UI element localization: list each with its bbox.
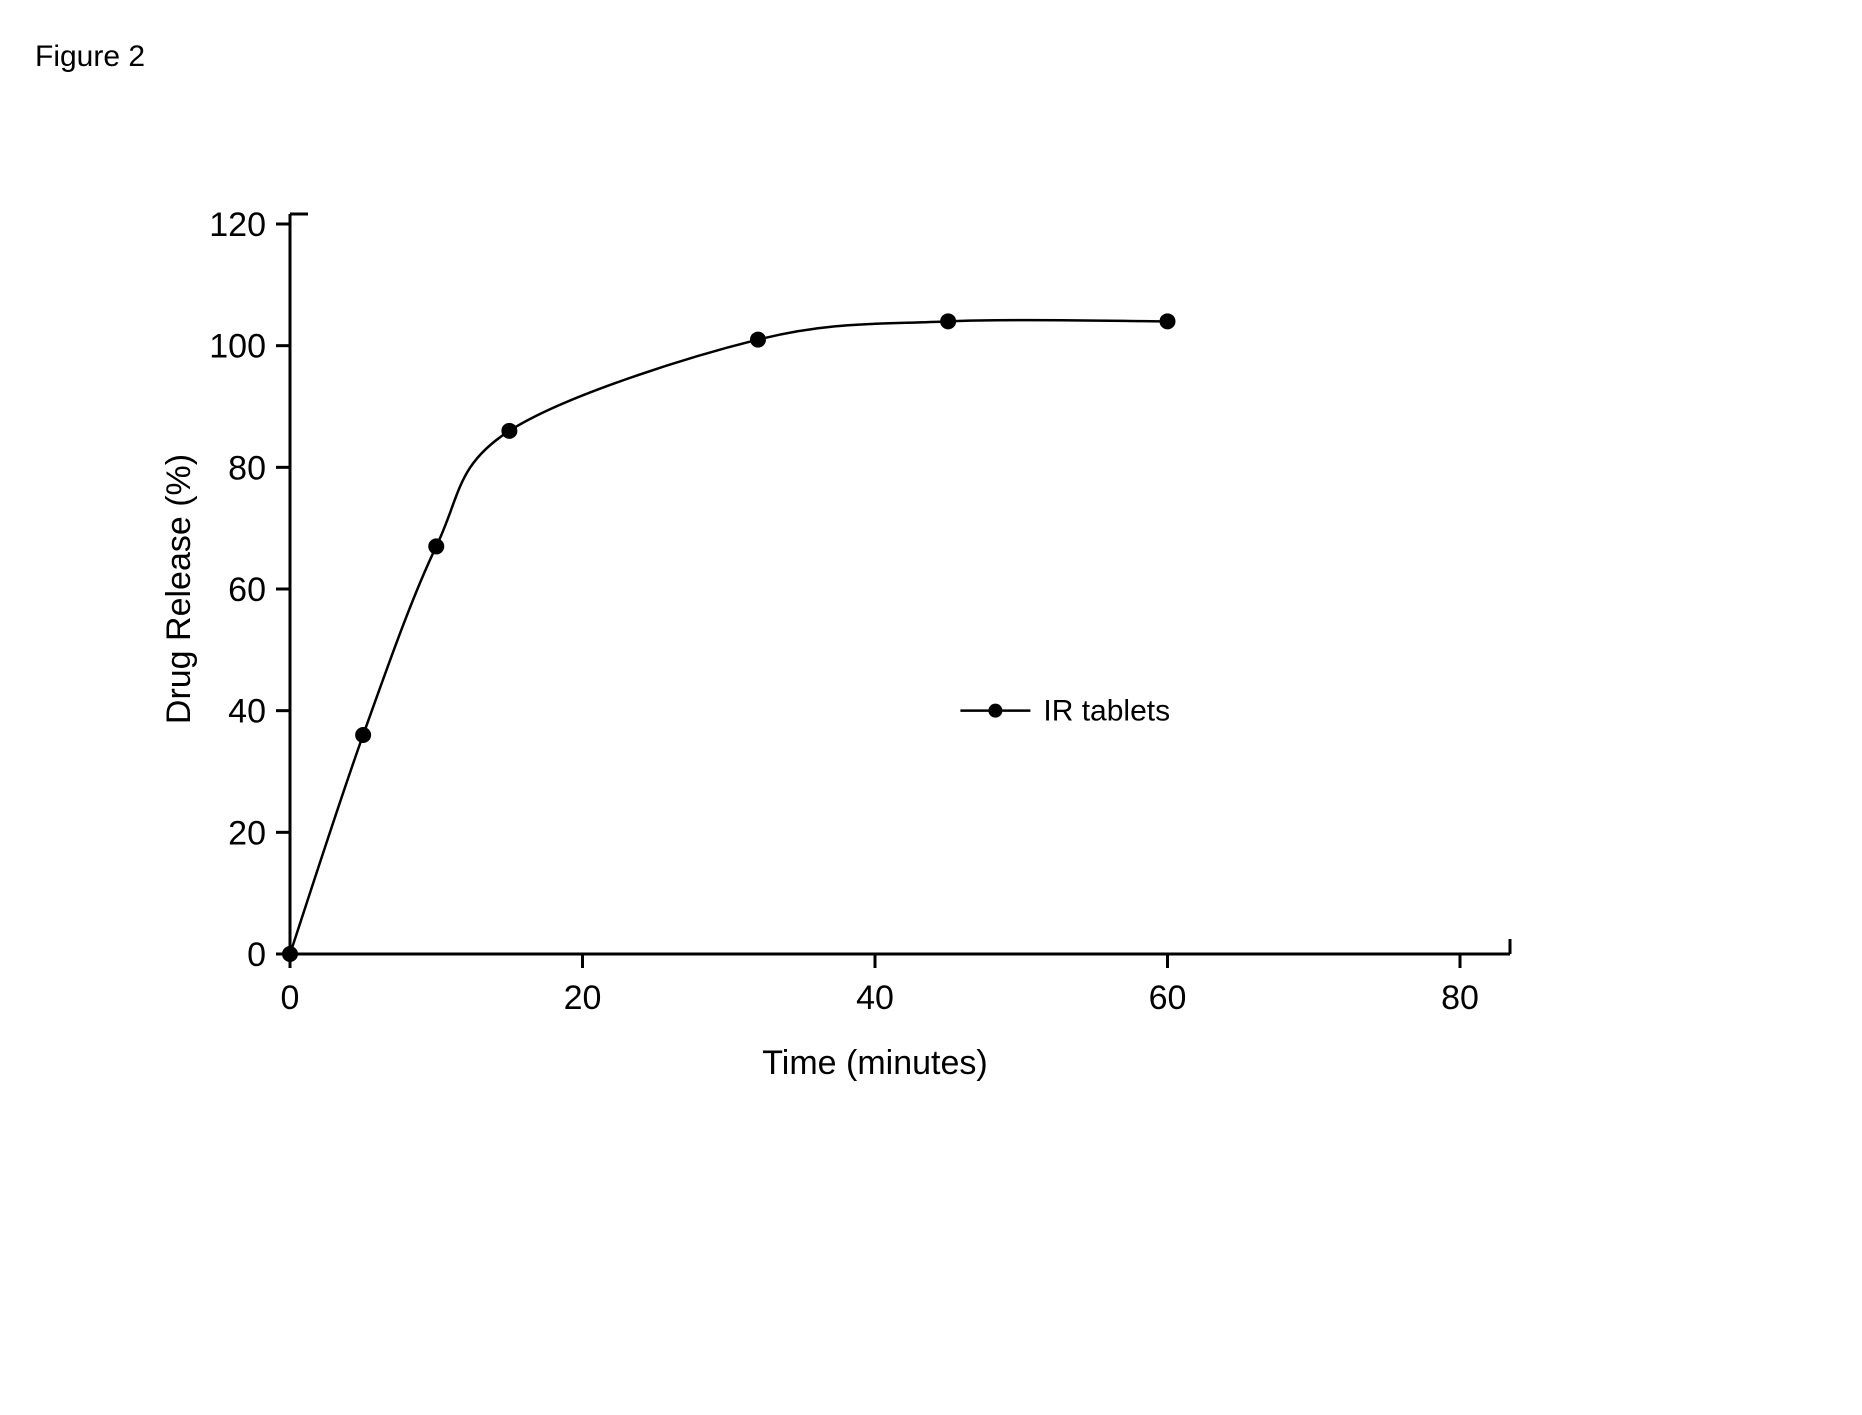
- y-tick-label: 120: [209, 206, 266, 244]
- chart-container: 0 20 40 60 80 100 120 0 20 40 60 80 Drug Release (%)…: [160, 194, 1560, 1144]
- y-tick-label: 60: [228, 571, 266, 609]
- figure-title: Figure 2: [35, 40, 1822, 74]
- x-tick-label: 0: [281, 979, 300, 1017]
- x-tick-label: 60: [1149, 979, 1187, 1017]
- x-tick-label: 40: [856, 979, 894, 1017]
- x-axis-label: Time (minutes): [762, 1044, 987, 1082]
- y-axis-label: Drug Release (%): [160, 454, 198, 724]
- drug-release-chart: 0 20 40 60 80 100 120 0 20 40 60 80 Drug Release (%)…: [160, 194, 1560, 1144]
- data-marker: [501, 423, 517, 439]
- data-marker: [750, 332, 766, 348]
- data-marker: [282, 946, 298, 962]
- y-tick-label: 20: [228, 814, 266, 852]
- y-tick-label: 100: [209, 328, 266, 366]
- y-tick-label: 80: [228, 449, 266, 487]
- data-line: [290, 320, 1168, 954]
- data-marker: [1160, 313, 1176, 329]
- x-tick-label: 20: [564, 979, 602, 1017]
- data-marker: [428, 538, 444, 554]
- y-tick-label: 0: [247, 936, 266, 974]
- legend-marker-icon: [988, 704, 1002, 718]
- data-marker: [355, 727, 371, 743]
- data-marker: [940, 313, 956, 329]
- y-tick-label: 40: [228, 693, 266, 731]
- legend-label: IR tablets: [1043, 695, 1170, 728]
- x-tick-label: 80: [1441, 979, 1479, 1017]
